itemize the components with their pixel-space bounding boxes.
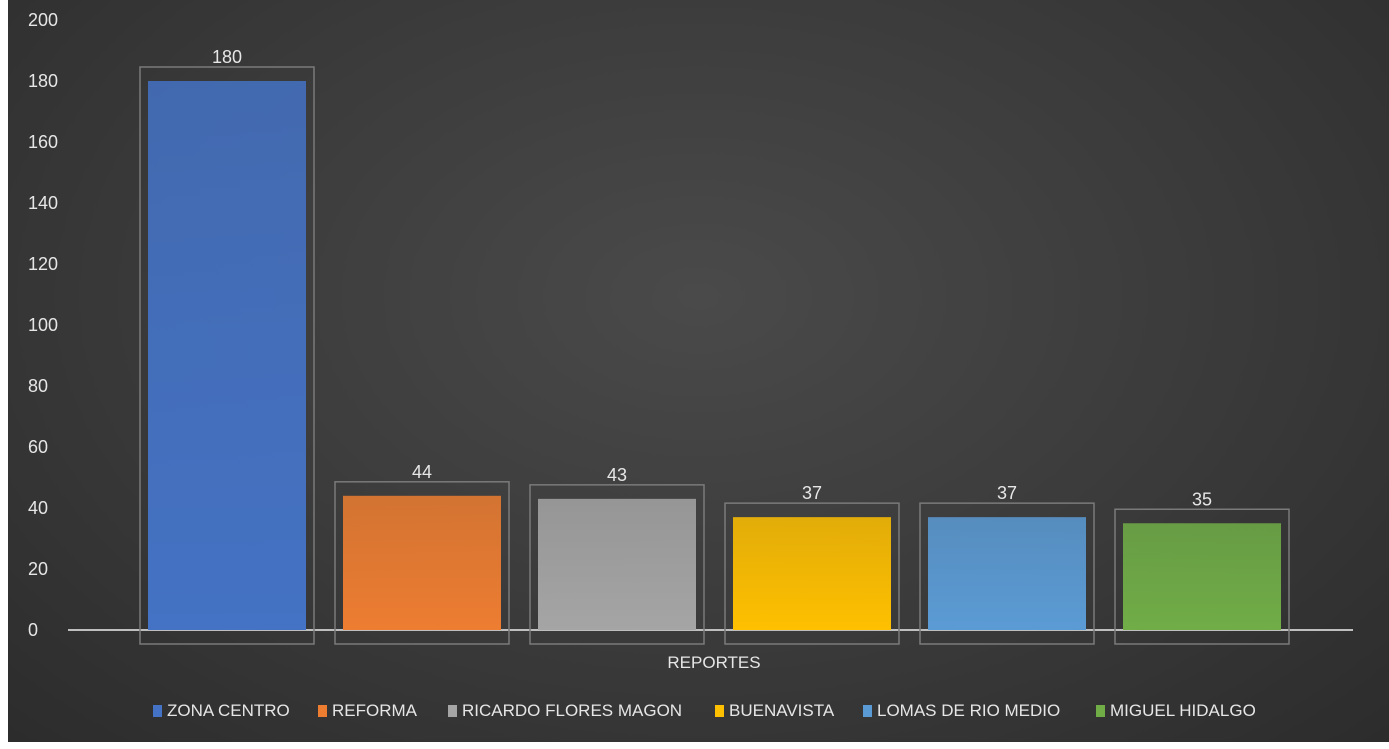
legend-swatch bbox=[448, 705, 457, 717]
legend-swatch bbox=[863, 705, 872, 717]
y-tick-label: 100 bbox=[28, 315, 58, 335]
data-label: 43 bbox=[607, 465, 627, 485]
category-label: REPORTES bbox=[667, 653, 760, 672]
y-tick-label: 160 bbox=[28, 132, 58, 152]
data-label: 35 bbox=[1192, 489, 1212, 509]
legend: ZONA CENTRO REFORMA RICARDO FLORES MAGON BU… bbox=[153, 701, 1256, 720]
legend-swatch bbox=[715, 705, 724, 717]
data-label: 44 bbox=[412, 462, 432, 482]
y-tick-label: 0 bbox=[28, 620, 38, 640]
legend-label: RICARDO FLORES MAGON bbox=[462, 701, 682, 720]
bar-lomas-de-rio-medio bbox=[928, 517, 1086, 630]
legend-label: ZONA CENTRO bbox=[167, 701, 290, 720]
bar-zona-centro bbox=[148, 81, 306, 630]
y-tick-label: 40 bbox=[28, 498, 48, 518]
legend-label: REFORMA bbox=[332, 701, 418, 720]
bar-ricardo-flores-magon bbox=[538, 498, 696, 630]
legend-swatch bbox=[1096, 705, 1105, 717]
y-tick-label: 200 bbox=[28, 10, 58, 30]
bar-frame bbox=[1114, 508, 1290, 645]
data-label: 37 bbox=[997, 483, 1017, 503]
bar-frame bbox=[529, 484, 705, 645]
legend-label: BUENAVISTA bbox=[729, 701, 835, 720]
bar-frame bbox=[919, 502, 1095, 645]
y-tick-label: 140 bbox=[28, 193, 58, 213]
legend-label: LOMAS DE RIO MEDIO bbox=[877, 701, 1060, 720]
bar-frame bbox=[334, 481, 510, 645]
y-tick-label: 80 bbox=[28, 376, 48, 396]
data-label: 180 bbox=[212, 47, 242, 67]
legend-label: MIGUEL HIDALGO bbox=[1110, 701, 1256, 720]
bar-buenavista bbox=[733, 517, 891, 630]
y-tick-label: 60 bbox=[28, 437, 48, 457]
legend-swatch bbox=[318, 705, 327, 717]
y-tick-label: 180 bbox=[28, 71, 58, 91]
bar-miguel-hidalgo bbox=[1123, 523, 1281, 630]
bars bbox=[139, 66, 1290, 645]
y-tick-label: 20 bbox=[28, 559, 48, 579]
bar-frame bbox=[724, 502, 900, 645]
y-tick-label: 120 bbox=[28, 254, 58, 274]
data-label: 37 bbox=[802, 483, 822, 503]
y-axis: 0 20 40 60 80 100 120 140 160 180 200 bbox=[28, 10, 58, 640]
chart-frame: 0 20 40 60 80 100 120 140 160 180 200 180 44 43 37 37 3… bbox=[8, 0, 1389, 742]
data-labels: 180 44 43 37 37 35 bbox=[212, 47, 1212, 509]
bar-chart: 0 20 40 60 80 100 120 140 160 180 200 180 44 43 37 37 3… bbox=[28, 10, 1353, 720]
legend-swatch bbox=[153, 705, 162, 717]
bar-reforma bbox=[343, 495, 501, 630]
bar-frame bbox=[139, 66, 315, 645]
